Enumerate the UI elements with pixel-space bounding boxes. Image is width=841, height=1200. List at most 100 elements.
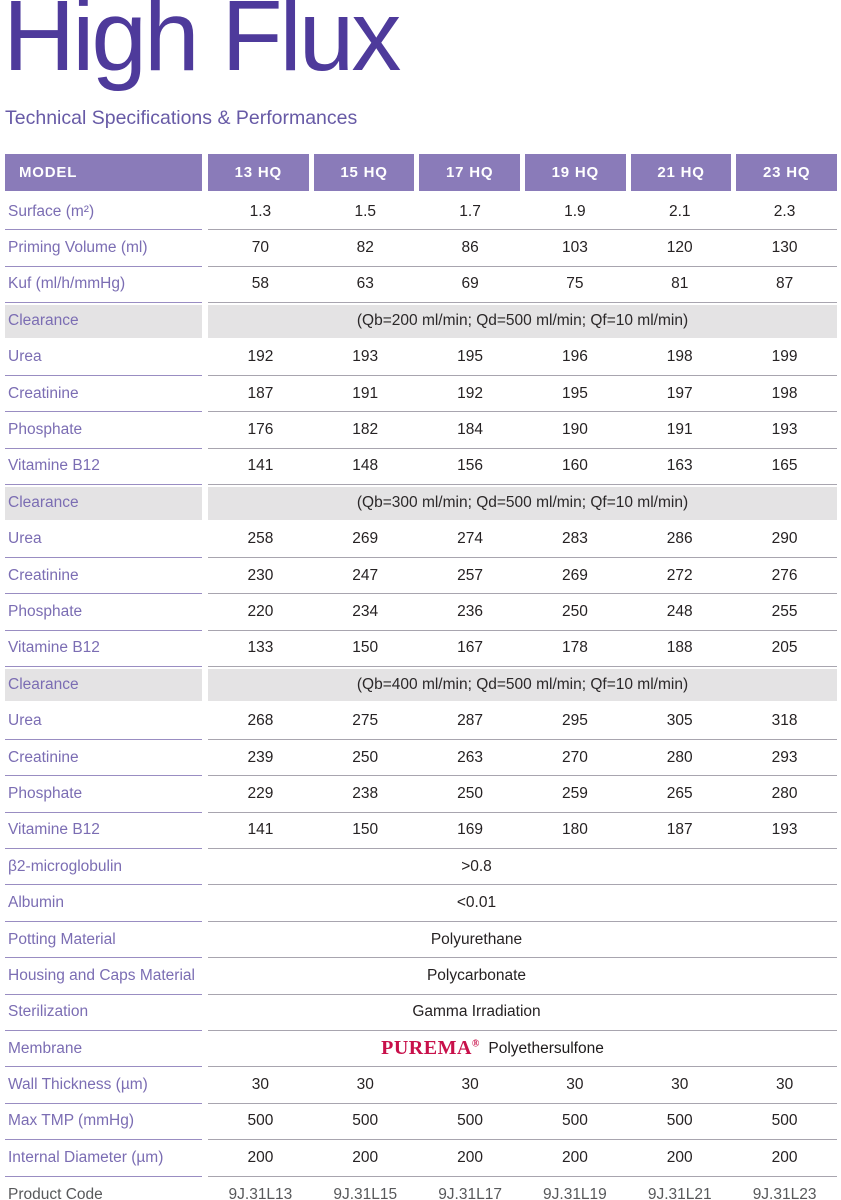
spec-row: Internal Diameter (µm) 200 200 200 200 200 200 — [5, 1140, 837, 1177]
spec-row: Phosphate 176 182 184 190 191 193 — [5, 412, 837, 449]
row-value: 196 — [561, 348, 588, 366]
row-value: 293 — [771, 748, 798, 766]
spec-row: Wall Thickness (µm) 30 30 30 30 30 30 — [5, 1067, 837, 1104]
row-label: Vitamine B12 — [5, 449, 202, 486]
row-value: 176 — [247, 421, 274, 439]
row-value: 269 — [352, 530, 379, 548]
row-value: 200 — [247, 1148, 274, 1166]
spec-row: Albumin <0.01 — [5, 885, 837, 922]
row-value: 1.5 — [354, 202, 377, 220]
row-span-value: >0.8 — [208, 849, 837, 886]
row-value: 200 — [666, 1148, 693, 1166]
row-value: 500 — [352, 1112, 379, 1130]
row-label: Clearance — [5, 669, 202, 702]
row-value: 191 — [666, 421, 693, 439]
spec-row: Creatinine 239 250 263 270 280 293 — [5, 740, 837, 777]
spec-row: Product Code 9J.31L13 9J.31L15 9J.31L17 9J.3… — [5, 1177, 837, 1200]
row-value: 265 — [666, 784, 693, 802]
spec-row: Urea 268 275 287 295 305 318 — [5, 703, 837, 740]
row-value: 198 — [771, 384, 798, 402]
row-value: 305 — [666, 712, 693, 730]
row-value: 30 — [671, 1076, 689, 1094]
row-value: 318 — [771, 712, 798, 730]
spec-row: Potting Material Polyurethane — [5, 922, 837, 959]
row-value: 70 — [251, 239, 270, 257]
model-column-header: 23 HQ — [736, 154, 837, 191]
spec-row: Sterilization Gamma Irradiation — [5, 995, 837, 1031]
spec-row: Clearance (Qb=400 ml/min; Qd=500 ml/min; … — [5, 667, 837, 703]
row-values: 239 250 263 270 280 293 — [208, 740, 837, 777]
row-span-value: <0.01 — [208, 885, 837, 922]
registered-trademark-mark: ® — [471, 1038, 480, 1050]
row-value: 58 — [251, 275, 270, 293]
model-column-header: 19 HQ — [524, 154, 626, 191]
spec-row: Kuf (ml/h/mmHg) 58 63 69 75 81 87 — [5, 267, 837, 304]
spec-row: Phosphate 220 234 236 250 248 255 — [5, 594, 837, 631]
row-value: 167 — [457, 639, 484, 657]
row-value: 276 — [771, 566, 798, 584]
row-label: Potting Material — [5, 922, 202, 959]
row-value: 178 — [561, 639, 588, 657]
row-value: 193 — [352, 348, 379, 366]
spec-table-body: Surface (m²) 1.3 1.5 1.7 1.9 2.1 2.3 Priming Vo… — [5, 194, 837, 1200]
spec-row: Housing and Caps Material Polycarbonate — [5, 958, 837, 995]
row-value: 187 — [247, 384, 274, 402]
spec-row: Priming Volume (ml) 70 82 86 103 120 130 — [5, 230, 837, 267]
row-label: Urea — [5, 340, 202, 376]
row-values: 141 148 156 160 163 165 — [208, 449, 837, 486]
row-label: Sterilization — [5, 995, 202, 1031]
row-label: Clearance — [5, 487, 202, 520]
row-value: 150 — [352, 821, 379, 839]
row-value: 199 — [771, 348, 798, 366]
spec-row: Vitamine B12 141 148 156 160 163 165 — [5, 449, 837, 486]
row-values: 229 238 250 259 265 280 — [208, 776, 837, 813]
row-value: 130 — [771, 239, 798, 257]
row-values: 200 200 200 200 200 200 — [208, 1140, 837, 1177]
row-value: 286 — [666, 530, 693, 548]
row-value: 198 — [666, 348, 693, 366]
row-value: 263 — [457, 748, 484, 766]
row-value: 247 — [352, 566, 379, 584]
row-value: 257 — [457, 566, 484, 584]
row-value: 9J.31L23 — [752, 1185, 817, 1200]
row-value: 192 — [247, 348, 274, 366]
row-values: 268 275 287 295 305 318 — [208, 703, 837, 740]
row-label: Urea — [5, 703, 202, 740]
page-title: High Flux — [3, 0, 401, 92]
row-value: 148 — [352, 457, 379, 475]
row-value: 500 — [771, 1112, 798, 1130]
row-values: 58 63 69 75 81 87 — [208, 267, 837, 304]
row-value: 191 — [352, 384, 379, 402]
spec-row: Creatinine 187 191 192 195 197 198 — [5, 376, 837, 413]
spec-row: β2-microglobulin >0.8 — [5, 849, 837, 886]
row-label: Product Code — [8, 1185, 103, 1200]
row-value: 9J.31L13 — [228, 1185, 293, 1200]
row-value: 268 — [247, 712, 274, 730]
row-value: 220 — [247, 602, 274, 620]
row-value: 150 — [352, 639, 379, 657]
row-value: 169 — [457, 821, 484, 839]
row-value: 182 — [352, 421, 379, 439]
row-value: 141 — [247, 457, 274, 475]
row-value: 230 — [247, 566, 274, 584]
row-value: 250 — [352, 748, 379, 766]
row-values: 187 191 192 195 197 198 — [208, 376, 837, 413]
row-value: 200 — [457, 1148, 484, 1166]
row-value: 500 — [457, 1112, 484, 1130]
spec-row: Phosphate 229 238 250 259 265 280 — [5, 776, 837, 813]
spec-row: Clearance (Qb=200 ml/min; Qd=500 ml/min; … — [5, 303, 837, 339]
membrane-value: PUREMA® Polyethersulfone — [208, 1031, 837, 1068]
row-value: 75 — [566, 275, 584, 293]
row-label: Phosphate — [5, 776, 202, 813]
row-value: 30 — [775, 1076, 794, 1094]
row-values: 176 182 184 190 191 193 — [208, 412, 837, 449]
row-label: Priming Volume (ml) — [5, 230, 202, 267]
row-value: 82 — [356, 239, 374, 257]
spec-row: Max TMP (mmHg) 500 500 500 500 500 500 — [5, 1104, 837, 1141]
row-value: 280 — [666, 748, 693, 766]
page-subtitle: Technical Specifications & Performances — [5, 107, 358, 129]
row-label: Clearance — [5, 305, 202, 338]
row-label: Urea — [5, 522, 202, 558]
row-value: 195 — [457, 348, 484, 366]
spec-row: Surface (m²) 1.3 1.5 1.7 1.9 2.1 2.3 — [5, 194, 837, 231]
